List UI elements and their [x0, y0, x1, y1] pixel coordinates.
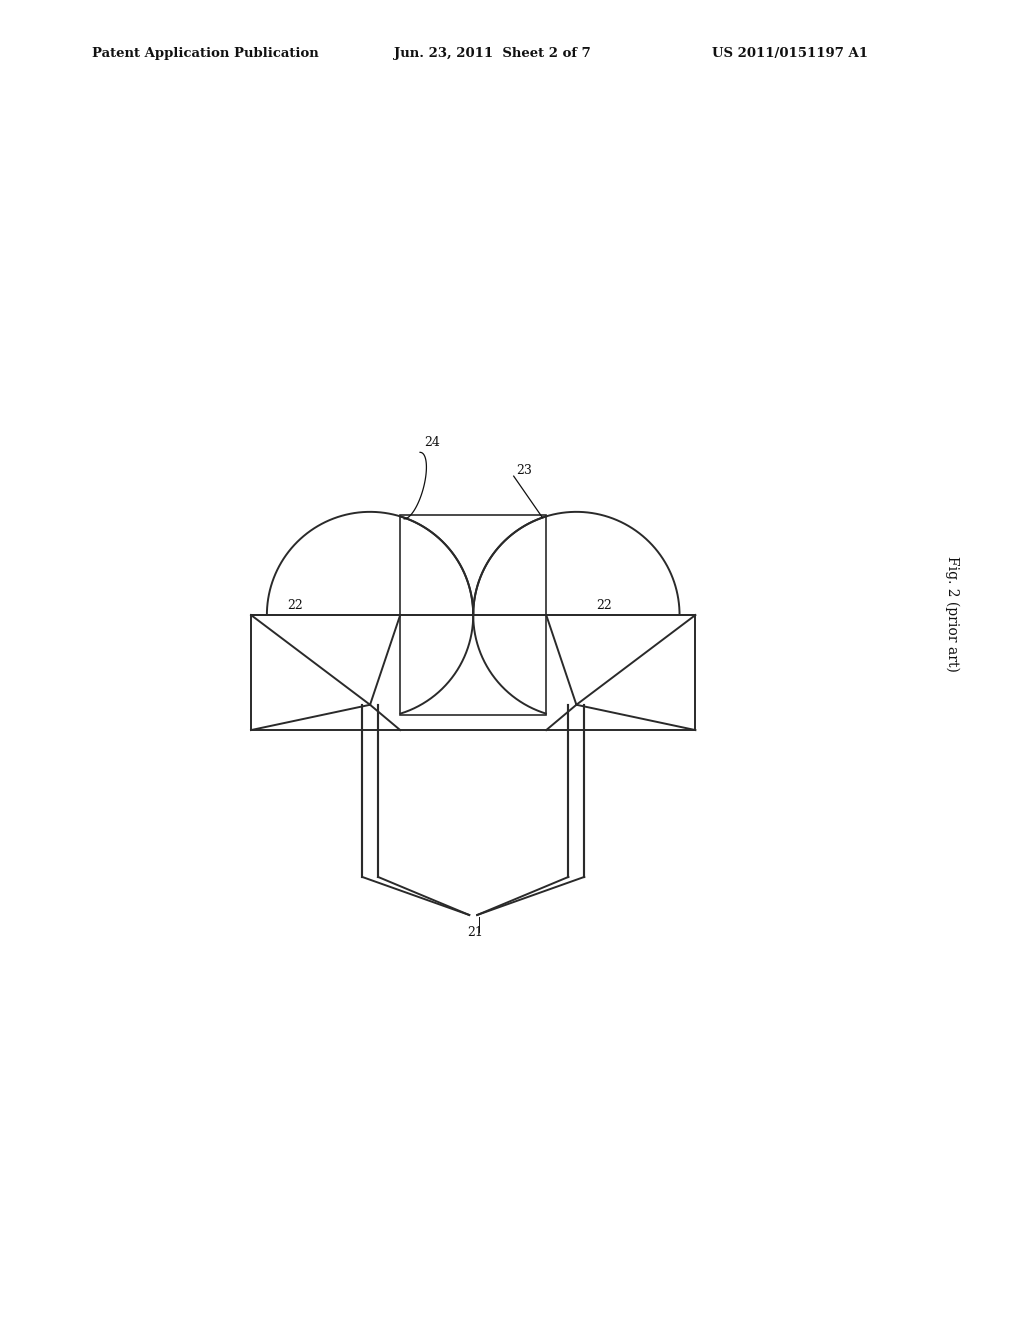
Text: US 2011/0151197 A1: US 2011/0151197 A1 — [712, 46, 867, 59]
Text: Patent Application Publication: Patent Application Publication — [92, 46, 318, 59]
Text: 23: 23 — [516, 463, 531, 477]
Text: 22: 22 — [596, 599, 612, 611]
Text: 22: 22 — [287, 599, 302, 611]
Text: 21: 21 — [467, 927, 482, 940]
Text: Fig. 2 (prior art): Fig. 2 (prior art) — [945, 556, 959, 672]
Text: 24: 24 — [424, 436, 440, 449]
Text: Jun. 23, 2011  Sheet 2 of 7: Jun. 23, 2011 Sheet 2 of 7 — [394, 46, 591, 59]
